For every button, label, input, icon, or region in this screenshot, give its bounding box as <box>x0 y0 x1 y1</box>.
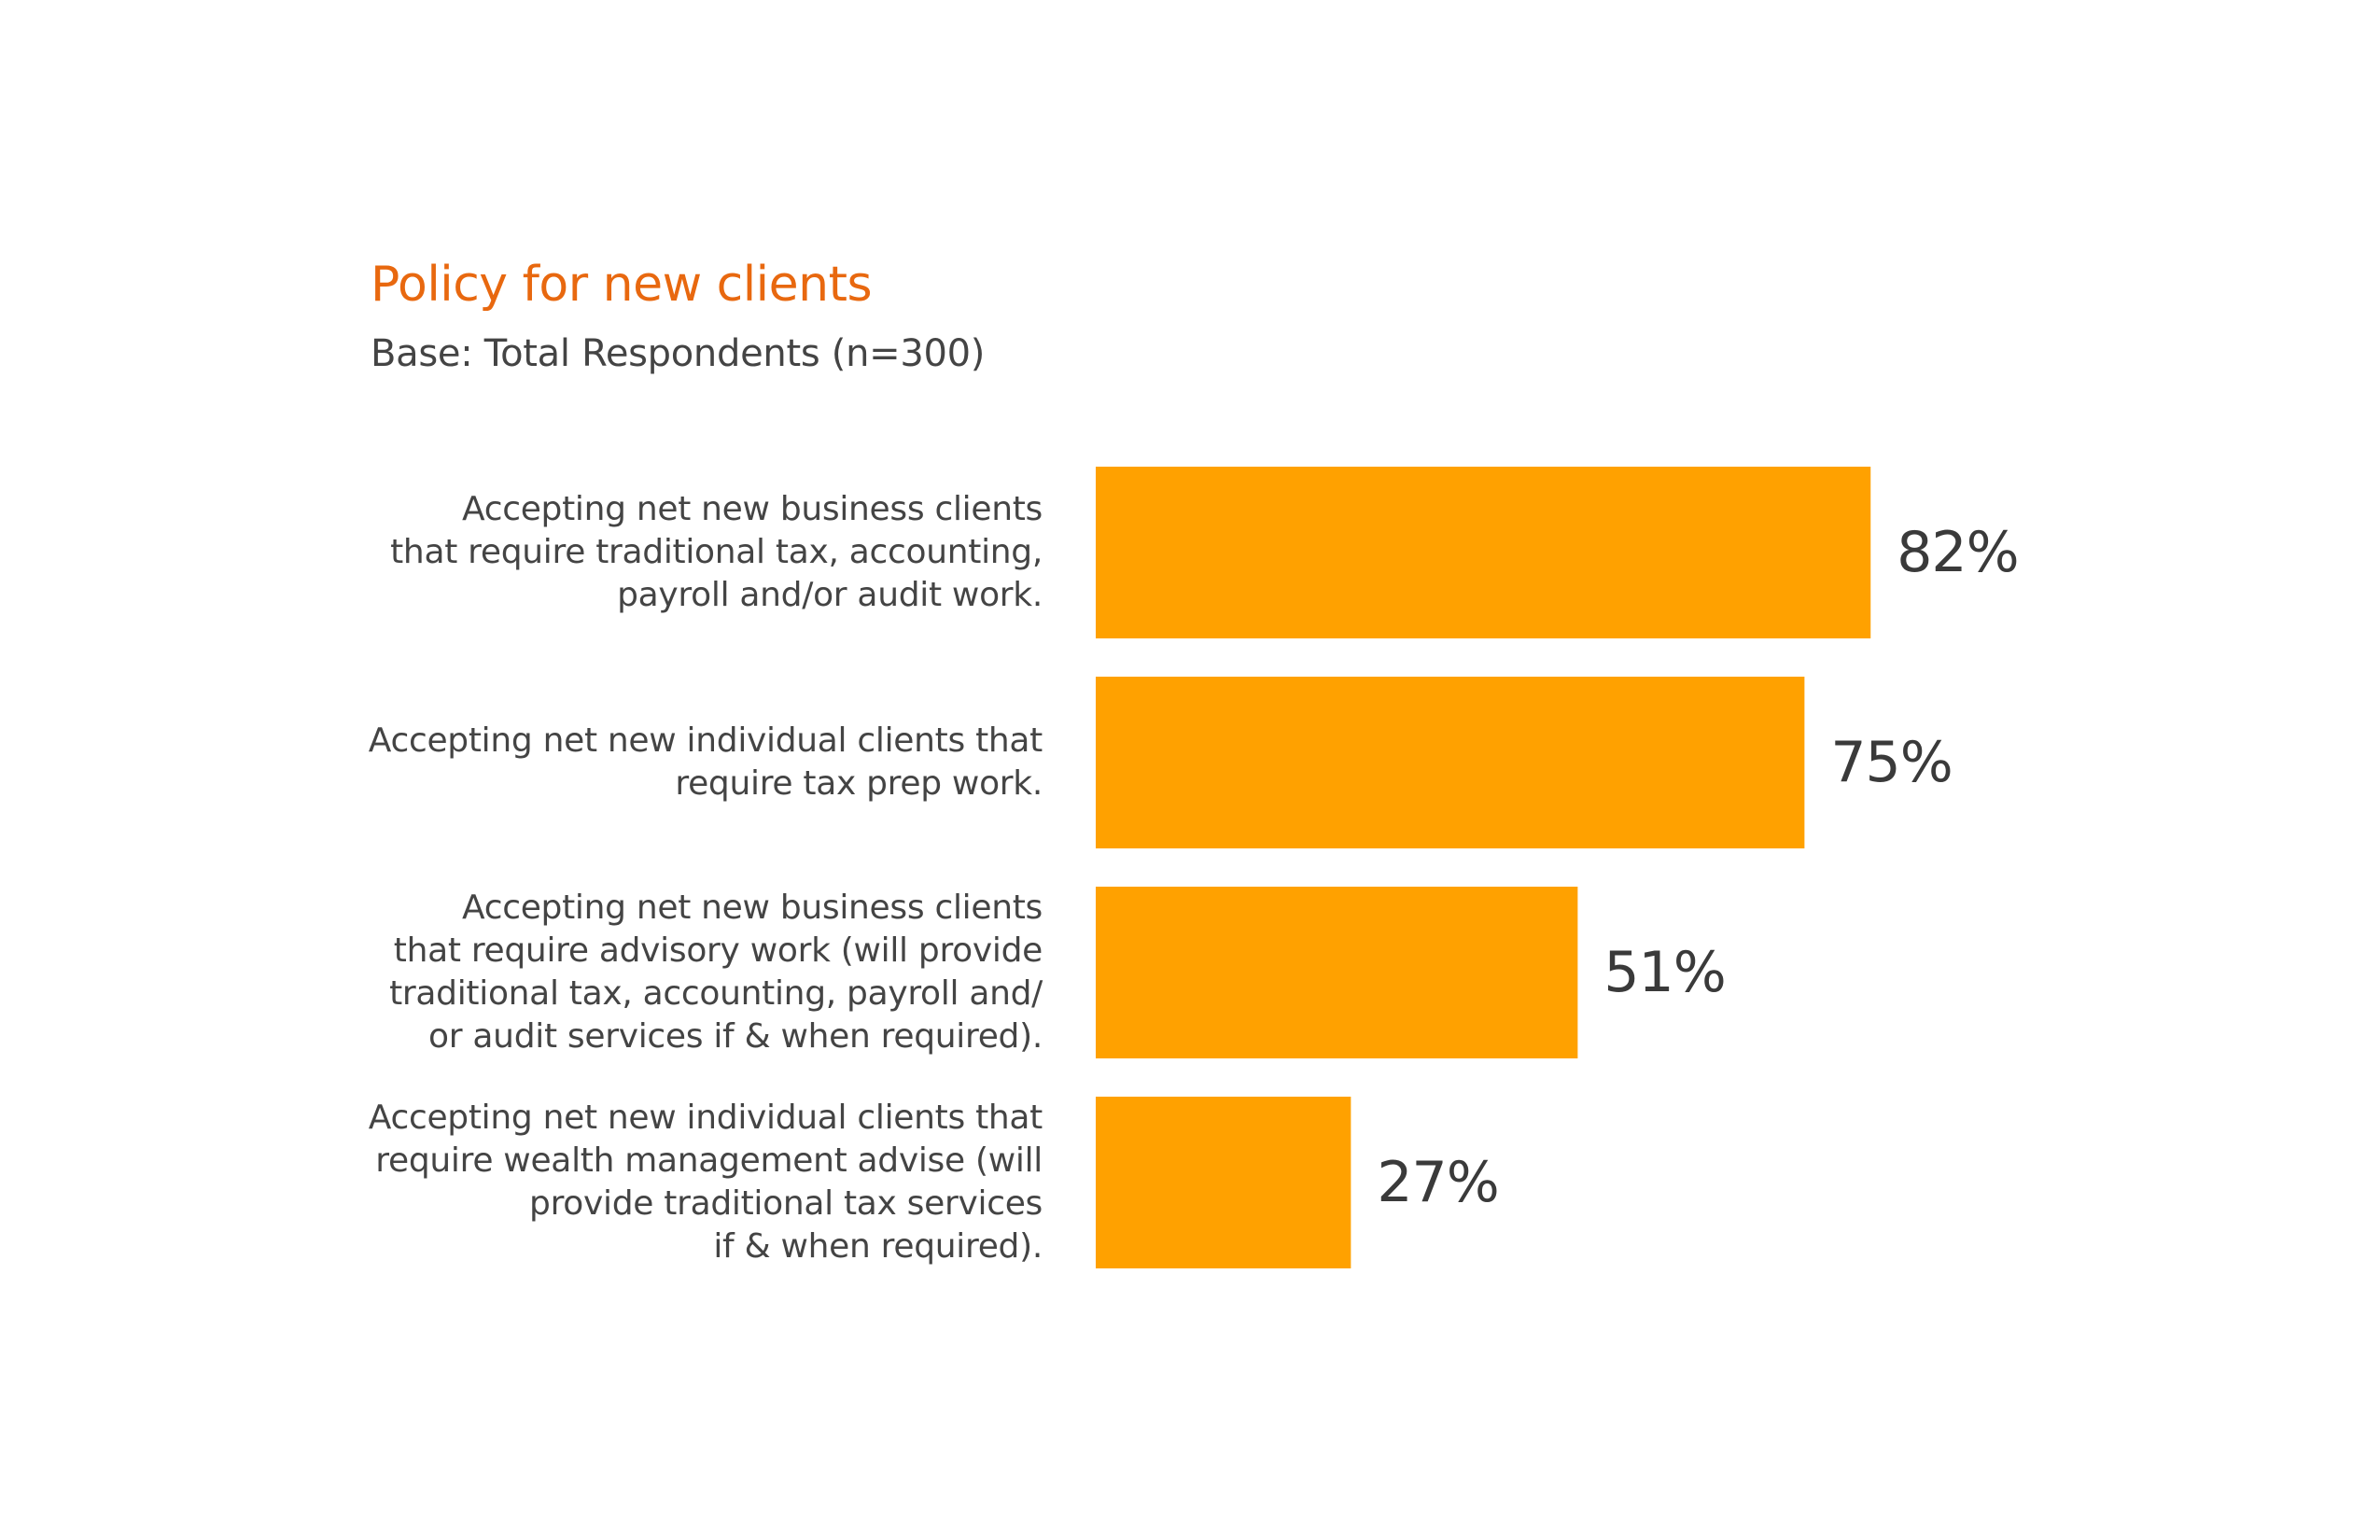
category-label-line: require tax prep work. <box>675 764 1043 803</box>
category-label-line: Accepting net new business clients <box>462 490 1043 528</box>
category-label-line: Accepting net new business clients <box>462 889 1043 927</box>
category-label-line: or audit services if & when required). <box>428 1017 1043 1056</box>
category-label-3: Accepting net new business clients that r… <box>315 887 1043 1058</box>
category-label-line: if & when required). <box>713 1227 1043 1266</box>
category-label-4: Accepting net new individual clients tha… <box>315 1097 1043 1268</box>
chart-title: Policy for new clients <box>371 257 873 313</box>
bar-1 <box>1096 467 1871 638</box>
bar-2 <box>1096 677 1805 848</box>
category-label-line: require wealth management advise (will <box>375 1141 1043 1180</box>
category-label-line: Accepting net new individual clients tha… <box>368 1099 1043 1137</box>
category-label-line: Accepting net new individual clients tha… <box>368 721 1043 760</box>
category-label-line: payroll and/or audit work. <box>617 576 1043 614</box>
value-label-3: 51% <box>1603 940 1725 1005</box>
category-label-line: that require traditional tax, accounting… <box>390 533 1043 571</box>
category-label-line: provide traditional tax services <box>529 1184 1043 1223</box>
value-label-2: 75% <box>1830 730 1952 795</box>
bar-3 <box>1096 887 1578 1058</box>
bar-4 <box>1096 1097 1351 1268</box>
category-label-line: traditional tax, accounting, payroll and… <box>389 974 1043 1013</box>
category-label-1: Accepting net new business clients that r… <box>315 488 1043 617</box>
category-label-2: Accepting net new individual clients tha… <box>315 720 1043 805</box>
chart-subtitle: Base: Total Respondents (n=300) <box>371 332 986 375</box>
value-label-4: 27% <box>1377 1150 1498 1215</box>
value-label-1: 82% <box>1897 520 2018 585</box>
category-label-line: that require advisory work (will provide <box>393 931 1043 970</box>
